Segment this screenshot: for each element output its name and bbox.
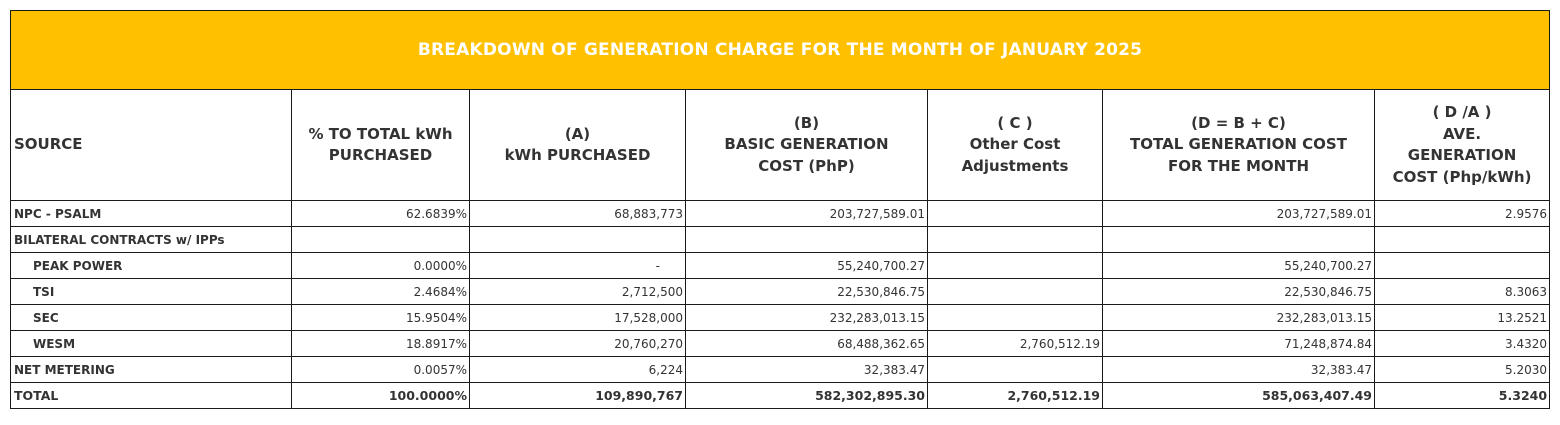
row-kwh: 109,890,767 bbox=[469, 382, 686, 409]
header-ave-line-3: GENERATION bbox=[1407, 146, 1517, 164]
generation-charge-table: BREAKDOWN OF GENERATION CHARGE FOR THE M… bbox=[9, 10, 1551, 409]
row-pct: 2.4684% bbox=[291, 278, 470, 305]
row-kwh bbox=[469, 226, 686, 253]
row-pct: 0.0000% bbox=[291, 252, 470, 279]
row-basic-cost bbox=[685, 226, 928, 253]
table-row-total: TOTAL 100.0000% 109,890,767 582,302,895.… bbox=[10, 382, 1551, 409]
row-ave-cost: 2.9576 bbox=[1373, 200, 1551, 227]
row-basic-cost: 22,530,846.75 bbox=[685, 278, 928, 305]
row-basic-cost: 582,302,895.30 bbox=[685, 382, 928, 409]
header-total-line-1: (D = B + C) bbox=[1191, 113, 1286, 132]
row-pct: 18.8917% bbox=[291, 330, 470, 357]
header-other-cost-adjustments: ( C ) Other Cost Adjustments bbox=[927, 89, 1103, 201]
header-basic-line-3: COST (PhP) bbox=[758, 156, 855, 175]
header-basic-line-1: (B) bbox=[793, 113, 820, 132]
row-other-cost: 2,760,512.19 bbox=[927, 330, 1103, 357]
row-kwh: 68,883,773 bbox=[469, 200, 686, 227]
row-source: SEC bbox=[10, 304, 292, 331]
header-pct-line-2: PURCHASED bbox=[328, 146, 433, 164]
row-source: TSI bbox=[10, 278, 292, 305]
row-kwh: 2,712,500 bbox=[469, 278, 686, 305]
row-other-cost bbox=[927, 278, 1103, 305]
row-total-cost: 232,283,013.15 bbox=[1102, 304, 1375, 331]
row-ave-cost: 8.3063 bbox=[1373, 278, 1551, 305]
table-row-net-metering: NET METERING 0.0057% 6,224 32,383.47 32,… bbox=[10, 356, 1551, 383]
header-source: SOURCE bbox=[10, 89, 292, 201]
row-total-cost: 585,063,407.49 bbox=[1102, 382, 1375, 409]
header-pct-total-kwh: % TO TOTAL kWh PURCHASED bbox=[291, 89, 470, 201]
row-total-cost: 55,240,700.27 bbox=[1102, 252, 1375, 279]
row-other-cost: 2,760,512.19 bbox=[927, 382, 1103, 409]
header-other-line-1: ( C ) bbox=[997, 113, 1033, 132]
row-basic-cost: 203,727,589.01 bbox=[685, 200, 928, 227]
table-row-peak-power: PEAK POWER 0.0000% - 55,240,700.27 55,24… bbox=[10, 252, 1551, 279]
row-pct: 100.0000% bbox=[291, 382, 470, 409]
row-other-cost bbox=[927, 226, 1103, 253]
row-kwh: - bbox=[469, 252, 686, 279]
header-kwh-line-2: kWh PURCHASED bbox=[504, 146, 651, 164]
row-source: WESM bbox=[10, 330, 292, 357]
row-basic-cost: 32,383.47 bbox=[685, 356, 928, 383]
header-other-line-2: Other Cost bbox=[969, 135, 1061, 154]
header-ave-line-1: ( D /A ) bbox=[1432, 103, 1492, 121]
row-pct: 15.9504% bbox=[291, 304, 470, 331]
row-pct bbox=[291, 226, 470, 253]
row-source: PEAK POWER bbox=[10, 252, 292, 279]
table-row-npc-psalm: NPC - PSALM 62.6839% 68,883,773 203,727,… bbox=[10, 200, 1551, 227]
row-pct: 62.6839% bbox=[291, 200, 470, 227]
table-row-wesm: WESM 18.8917% 20,760,270 68,488,362.65 2… bbox=[10, 330, 1551, 357]
row-basic-cost: 232,283,013.15 bbox=[685, 304, 928, 331]
row-other-cost bbox=[927, 200, 1103, 227]
header-kwh-line-1: (A) bbox=[564, 124, 591, 143]
column-header-row: SOURCE % TO TOTAL kWh PURCHASED (A) kWh … bbox=[10, 89, 1551, 201]
table-title: BREAKDOWN OF GENERATION CHARGE FOR THE M… bbox=[9, 10, 1551, 90]
row-ave-cost: 5.3240 bbox=[1373, 382, 1551, 409]
row-other-cost bbox=[927, 356, 1103, 383]
generation-charge-table-container: BREAKDOWN OF GENERATION CHARGE FOR THE M… bbox=[9, 10, 1551, 409]
row-ave-cost: 3.4320 bbox=[1373, 330, 1551, 357]
table-row-sec: SEC 15.9504% 17,528,000 232,283,013.15 2… bbox=[10, 304, 1551, 331]
header-other-line-3: Adjustments bbox=[961, 156, 1069, 175]
row-pct: 0.0057% bbox=[291, 356, 470, 383]
table-row-bilateral-contracts: BILATERAL CONTRACTS w/ IPPs bbox=[10, 226, 1551, 253]
header-basic-generation-cost: (B) BASIC GENERATION COST (PhP) bbox=[685, 89, 928, 201]
row-source: TOTAL bbox=[10, 382, 292, 409]
row-source: BILATERAL CONTRACTS w/ IPPs bbox=[10, 226, 292, 253]
row-total-cost: 22,530,846.75 bbox=[1102, 278, 1375, 305]
row-basic-cost: 68,488,362.65 bbox=[685, 330, 928, 357]
row-total-cost: 71,248,874.84 bbox=[1102, 330, 1375, 357]
row-total-cost bbox=[1102, 226, 1375, 253]
row-kwh: 20,760,270 bbox=[469, 330, 686, 357]
header-ave-line-2: AVE. bbox=[1442, 124, 1482, 143]
header-ave-line-4: COST (Php/kWh) bbox=[1392, 167, 1532, 186]
header-pct-line-1: % TO TOTAL kWh bbox=[308, 124, 453, 143]
header-total-generation-cost: (D = B + C) TOTAL GENERATION COST FOR TH… bbox=[1102, 89, 1375, 201]
header-ave-generation-cost: ( D /A ) AVE. GENERATION COST (Php/kWh) bbox=[1373, 89, 1551, 201]
row-ave-cost: 13.2521 bbox=[1373, 304, 1551, 331]
table-row-tsi: TSI 2.4684% 2,712,500 22,530,846.75 22,5… bbox=[10, 278, 1551, 305]
row-source: NET METERING bbox=[10, 356, 292, 383]
row-total-cost: 32,383.47 bbox=[1102, 356, 1375, 383]
row-source: NPC - PSALM bbox=[10, 200, 292, 227]
header-total-line-3: FOR THE MONTH bbox=[1167, 156, 1310, 175]
row-ave-cost: 5.2030 bbox=[1373, 356, 1551, 383]
row-ave-cost bbox=[1373, 226, 1551, 253]
row-other-cost bbox=[927, 252, 1103, 279]
row-basic-cost: 55,240,700.27 bbox=[685, 252, 928, 279]
row-kwh: 6,224 bbox=[469, 356, 686, 383]
header-basic-line-2: BASIC GENERATION bbox=[724, 135, 889, 154]
header-kwh-purchased: (A) kWh PURCHASED bbox=[469, 89, 686, 201]
row-ave-cost bbox=[1373, 252, 1551, 279]
header-total-line-2: TOTAL GENERATION COST bbox=[1130, 135, 1347, 154]
row-kwh: 17,528,000 bbox=[469, 304, 686, 331]
row-total-cost: 203,727,589.01 bbox=[1102, 200, 1375, 227]
row-other-cost bbox=[927, 304, 1103, 331]
